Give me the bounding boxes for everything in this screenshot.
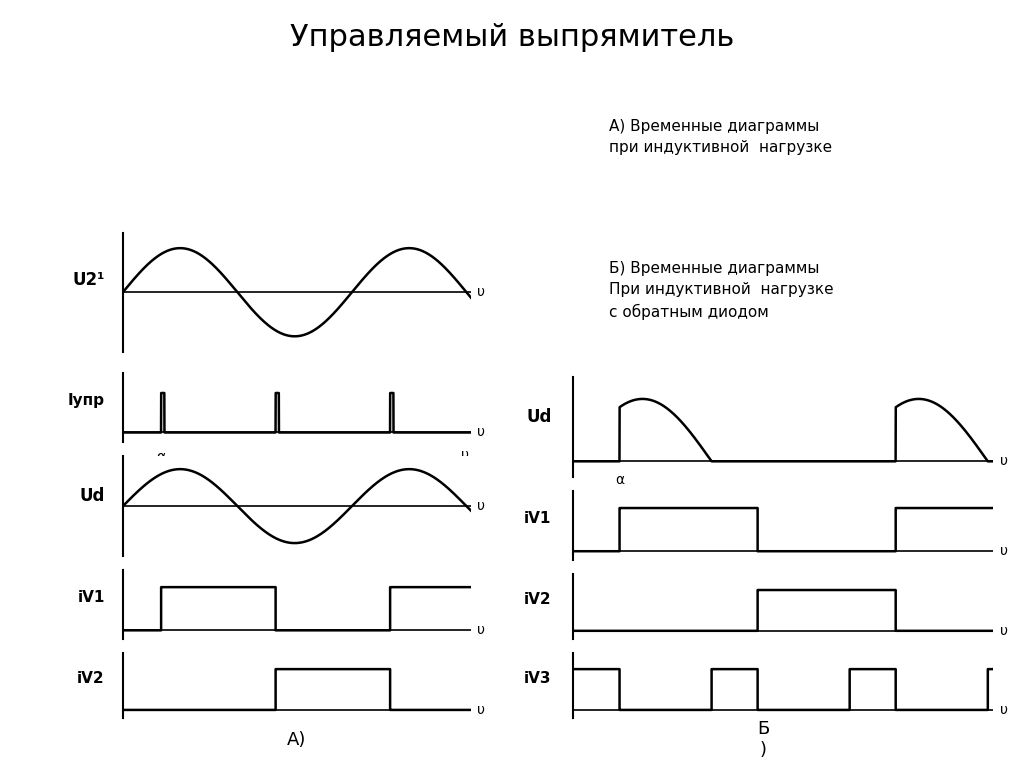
Text: iV2: iV2	[77, 671, 104, 687]
Text: iV2: iV2	[524, 592, 552, 607]
Text: А): А)	[288, 731, 306, 749]
Text: Б
): Б )	[757, 720, 769, 759]
Text: Управляемый выпрямитель: Управляемый выпрямитель	[290, 23, 734, 52]
Text: υ: υ	[476, 499, 484, 513]
Text: υ: υ	[476, 285, 484, 300]
Text: α: α	[615, 472, 624, 487]
Text: α: α	[157, 450, 166, 465]
Text: iV1: iV1	[77, 590, 104, 605]
Text: iV1: iV1	[524, 511, 552, 526]
Text: U2¹: U2¹	[73, 271, 104, 290]
Text: υ: υ	[476, 425, 484, 439]
Text: iV3: iV3	[524, 671, 552, 687]
Text: υ: υ	[999, 703, 1008, 717]
Text: Ud: Ud	[526, 408, 552, 426]
Text: υ: υ	[461, 448, 469, 462]
Text: υ: υ	[476, 703, 484, 717]
Text: Ud: Ud	[79, 487, 104, 505]
Text: υ: υ	[999, 455, 1008, 468]
Text: υ: υ	[476, 624, 484, 637]
Text: Iупр: Iупр	[68, 393, 104, 409]
Text: Б) Временные диаграммы
При индуктивной  нагрузке
с обратным диодом: Б) Временные диаграммы При индуктивной н…	[609, 261, 834, 319]
Text: υ: υ	[999, 624, 1008, 637]
Text: А) Временные диаграммы
при индуктивной  нагрузке: А) Временные диаграммы при индуктивной н…	[609, 119, 833, 155]
Text: υ: υ	[999, 545, 1008, 558]
